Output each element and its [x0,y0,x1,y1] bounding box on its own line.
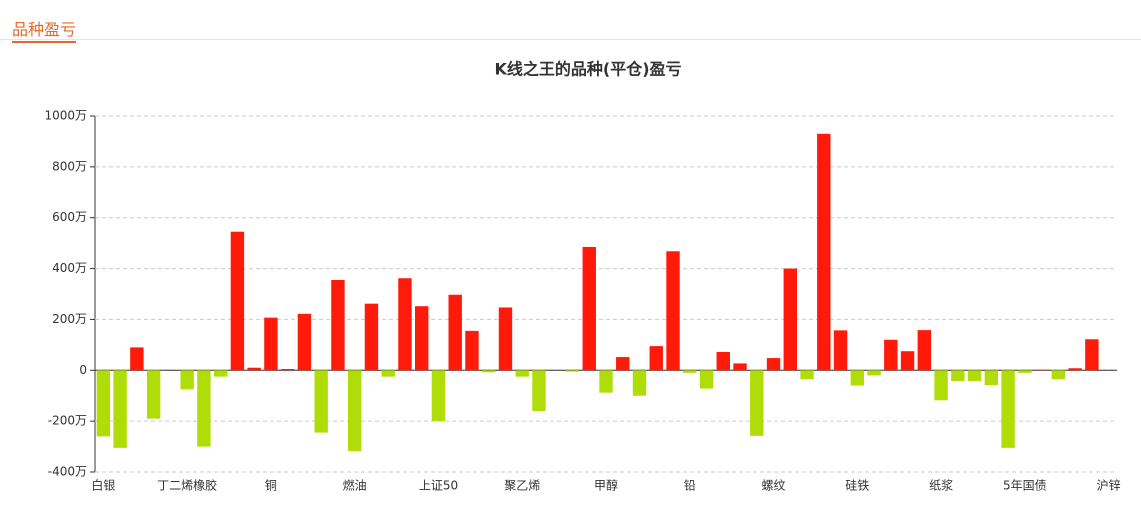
bar [599,370,613,393]
x-tick-label: 上证50 [419,479,458,493]
bar [951,370,965,381]
y-tick-label: 800万 [52,159,87,173]
bar [649,346,663,371]
bar [381,370,395,377]
bar [247,367,261,371]
x-tick-label: 燃油 [343,478,367,493]
x-tick-label: 白银 [91,478,115,493]
bar [984,370,999,386]
bar [967,370,982,381]
bar [180,370,194,390]
bar [532,370,546,411]
bar [1051,370,1066,380]
bar [733,363,747,371]
bar [800,370,814,380]
bar [582,246,596,371]
bar [213,370,228,377]
divider [0,39,1141,40]
bar [465,330,479,371]
bar [197,370,211,447]
bar [1001,370,1015,448]
bar [96,370,111,437]
x-tick-label: 铜 [265,478,277,493]
y-tick-label: -400万 [48,465,87,479]
bar [766,358,781,371]
y-tick-label: 0 [79,363,87,377]
bar [917,330,932,371]
y-tick-label: 200万 [52,312,87,326]
bar [666,251,680,371]
y-tick-label: 1000万 [44,109,87,123]
x-tick-label: 沪锌 [1097,479,1121,493]
bar [1068,368,1082,371]
bar [817,133,831,371]
x-tick-label: 聚乙烯 [504,479,540,493]
x-tick-label: 铅 [684,479,696,493]
bar [280,369,295,371]
bar [934,370,948,401]
x-tick-label: 硅铁 [845,479,869,493]
x-tick-label: 螺纹 [762,479,786,493]
bar [331,280,345,371]
bar [498,307,513,371]
bar [1018,370,1032,373]
bar [884,339,898,371]
bar [431,370,446,422]
bar [1085,339,1099,371]
section-title: 品种盈亏 [12,16,77,43]
bar [146,370,161,419]
bar [867,370,881,376]
bar [716,351,730,371]
bar [347,370,362,452]
bar [482,370,496,373]
bar [297,313,312,371]
bar [515,370,529,377]
bar [398,278,412,371]
y-tick-label: 600万 [52,210,87,224]
bar [113,370,127,448]
y-tick-label: 400万 [52,261,87,275]
bar [1034,369,1049,371]
bar [130,347,144,371]
bar [616,357,630,371]
x-tick-label: 甲醇 [594,478,618,493]
bar [230,231,245,371]
bar [850,370,865,386]
bar [750,370,764,436]
bar [632,370,647,396]
bar [264,317,278,371]
x-tick-label: 5年国债 [1003,479,1047,493]
x-tick-label: 纸浆 [929,478,953,493]
y-tick-label: -200万 [48,414,87,428]
bar [565,370,580,372]
chart-title: K线之王的品种(平仓)盈亏 [494,60,681,79]
x-tick-label: 丁二烯橡胶 [157,478,217,493]
bar [900,351,915,371]
bar [415,306,429,371]
bar [783,268,797,371]
bar [833,330,848,371]
bar [364,303,379,371]
bar [683,370,697,373]
bar [699,370,714,389]
bar [314,370,328,433]
bar [448,294,462,371]
